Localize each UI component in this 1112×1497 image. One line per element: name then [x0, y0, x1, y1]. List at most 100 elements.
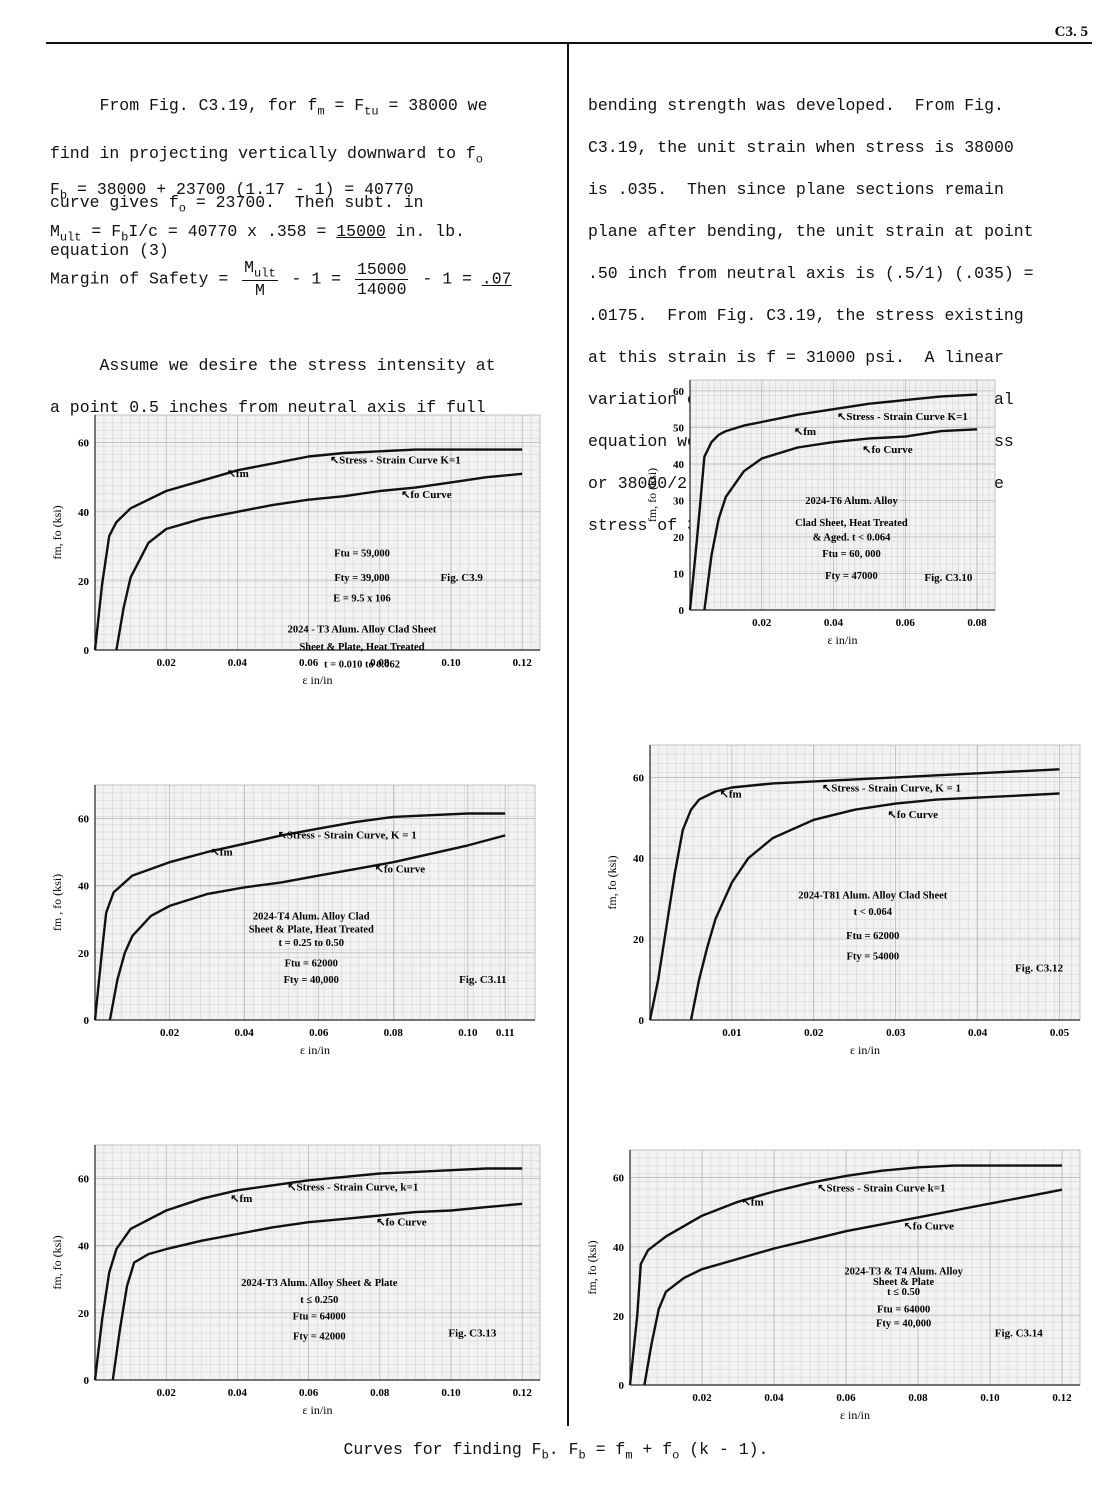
stress-strain-curve	[93, 448, 523, 651]
mult-value: 15000	[336, 222, 386, 241]
figure-label: Fig. C3.11	[459, 974, 506, 986]
chart-fig-c3-9: 0.02 0.04 0.06 0.08 0.10 0.12 0 20 40 60 ε in/in fm…	[50, 414, 541, 687]
stress-strain-curve	[648, 768, 1060, 1021]
para2-line-2: a point 0.5 inches from neutral axis if …	[50, 398, 486, 417]
stress-strain-curve	[93, 1167, 523, 1381]
y-axis-label: fm, fo (ksi)	[50, 1235, 64, 1289]
right-line: is .035. Then since plane sections remai…	[588, 180, 1004, 199]
y-axis-label: fm, fo (ksi)	[585, 1240, 599, 1294]
curve-label: ↖Stress - Strain Curve K=1	[330, 454, 461, 466]
y-tick-label: 40	[613, 1242, 625, 1254]
x-tick-label: 0.04	[228, 657, 248, 669]
x-axis-label: ε in/in	[302, 673, 332, 687]
y-tick-label: 20	[673, 532, 685, 544]
x-tick-label: 0.08	[370, 1387, 390, 1399]
chart-fig-c3-11: 0.02 0.04 0.06 0.08 0.10 0.11 0 20 40 60 ε in/in fm…	[50, 784, 536, 1057]
x-tick-label: 0.06	[299, 657, 319, 669]
equation-fb: Fb = 38000 + 23700 (1.17 - 1) = 40770	[50, 180, 414, 203]
chart-note: 2024-T6 Alum. Alloy	[805, 496, 898, 507]
left-paragraph-2: Assume we desire the stress intensity at…	[50, 334, 496, 439]
y-tick-label: 40	[78, 881, 90, 893]
curve-label: ↖Stress - Strain Curve, k=1	[287, 1181, 418, 1193]
right-line: .0175. From Fig. C3.19, the stress exist…	[588, 306, 1024, 325]
y-tick-label: 0	[84, 645, 90, 657]
fo-curve	[703, 428, 978, 611]
y-tick-label: 40	[78, 1241, 90, 1253]
curve-label: ↖fm	[794, 426, 816, 438]
x-axis-label: ε in/in	[827, 633, 857, 647]
fo-curve	[111, 1202, 523, 1381]
chart-note: t < 0.064	[854, 907, 893, 918]
x-axis-label: ε in/in	[840, 1408, 870, 1422]
fo-curve	[643, 1188, 1063, 1386]
stress-strain-curve	[628, 1164, 1062, 1386]
chart-note: Ftu = 64000	[877, 1304, 930, 1315]
x-tick-label: 0.10	[441, 1387, 461, 1399]
figure-label: Fig. C3.10	[924, 572, 972, 584]
y-tick-label: 10	[673, 568, 685, 580]
x-tick-label: 0.02	[157, 657, 177, 669]
curve-label: ↖fm	[230, 1193, 252, 1205]
x-tick-label: 0.08	[967, 617, 987, 629]
y-tick-label: 0	[619, 1380, 625, 1392]
y-tick-label: 60	[78, 438, 90, 450]
x-axis-label: ε in/in	[300, 1043, 330, 1057]
y-tick-label: 60	[613, 1173, 625, 1185]
curve-label: ↖fo Curve	[376, 1217, 427, 1229]
x-tick-label: 0.04	[968, 1027, 988, 1039]
y-tick-label: 0	[84, 1375, 90, 1387]
x-tick-label: 0.02	[160, 1027, 180, 1039]
margin-of-safety: Margin of Safety = Mult M - 1 = 15000 1400…	[50, 258, 512, 301]
y-tick-label: 60	[633, 772, 645, 784]
chart-fig-c3-10: 0.02 0.04 0.06 0.08 0 10 20 30 40 50 60 ε in/in fm, …	[645, 379, 996, 647]
chart-note: Ftu = 59,000	[334, 549, 390, 560]
para1-line-3: curve gives fo = 23700. Then subt. in	[50, 192, 424, 215]
x-tick-label: 0.08	[370, 657, 390, 669]
x-axis-label: ε in/in	[850, 1043, 880, 1057]
x-tick-label: 0.06	[299, 1387, 319, 1399]
x-tick-label: 0.08	[384, 1027, 404, 1039]
x-tick-label: 0.12	[1052, 1392, 1072, 1404]
chart-note: Fty = 40,000	[284, 975, 339, 986]
chart-note: 2024-T3 & T4 Alum. Alloy	[844, 1266, 963, 1277]
x-tick-label: 0.04	[764, 1392, 784, 1404]
para1-line-2: find in projecting vertically downward t…	[50, 144, 483, 167]
chart-fig-c3-14: 0.02 0.04 0.06 0.08 0.10 0.12 0 20 40 60 ε in/in fm…	[585, 1149, 1081, 1422]
y-tick-label: 40	[673, 459, 685, 471]
x-tick-label: 0.10	[980, 1392, 1000, 1404]
equation-mult: Mult = FbI/c = 40770 x .358 = 15000 in. …	[50, 222, 465, 245]
chart-note: Fty = 42000	[293, 1332, 346, 1343]
y-tick-label: 20	[613, 1311, 625, 1323]
curve-label: ↖fo Curve	[401, 489, 452, 501]
x-tick-label: 0.10	[458, 1027, 478, 1039]
x-tick-label: 0.12	[513, 1387, 533, 1399]
y-axis-label: fm, fo (ksi)	[605, 855, 619, 909]
curve-label: ↖fo Curve	[862, 444, 913, 456]
y-tick-label: 20	[633, 934, 645, 946]
x-tick-label: 0.02	[157, 1387, 177, 1399]
stress-strain-curve	[688, 393, 978, 611]
chart-note: Fty = 40,000	[876, 1318, 931, 1329]
right-line: plane after bending, the unit strain at …	[588, 222, 1034, 241]
chart-note: & Aged. t < 0.064	[813, 533, 891, 544]
chart-note: Sheet & Plate, Heat Treated	[249, 925, 374, 936]
x-tick-label: 0.06	[309, 1027, 329, 1039]
y-tick-label: 30	[673, 495, 685, 507]
right-line: at this strain is f = 31000 psi. A linea…	[588, 348, 1004, 367]
chart-note: t ≤ 0.250	[300, 1295, 338, 1306]
chart-note: t = 0.010 to 0.062	[324, 659, 400, 670]
grid	[690, 380, 995, 610]
figure-label: Fig. C3.14	[995, 1328, 1043, 1340]
curve-label: ↖Stress - Strain Curve k=1	[817, 1182, 945, 1194]
y-tick-label: 60	[78, 814, 90, 826]
y-tick-label: 50	[673, 422, 685, 434]
x-tick-label: 0.12	[513, 657, 533, 669]
curve-label: ↖fm	[227, 468, 249, 480]
y-axis-label: fm , fo (ksi)	[50, 874, 64, 931]
chart-note: Sheet & Plate, Heat Treated	[299, 642, 424, 653]
chart-note: Ftu = 64000	[293, 1312, 346, 1323]
curve-label: ↖fo Curve	[904, 1220, 955, 1232]
y-tick-label: 0	[84, 1015, 90, 1027]
x-tick-label: 0.08	[908, 1392, 928, 1404]
x-tick-label: 0.03	[886, 1027, 906, 1039]
